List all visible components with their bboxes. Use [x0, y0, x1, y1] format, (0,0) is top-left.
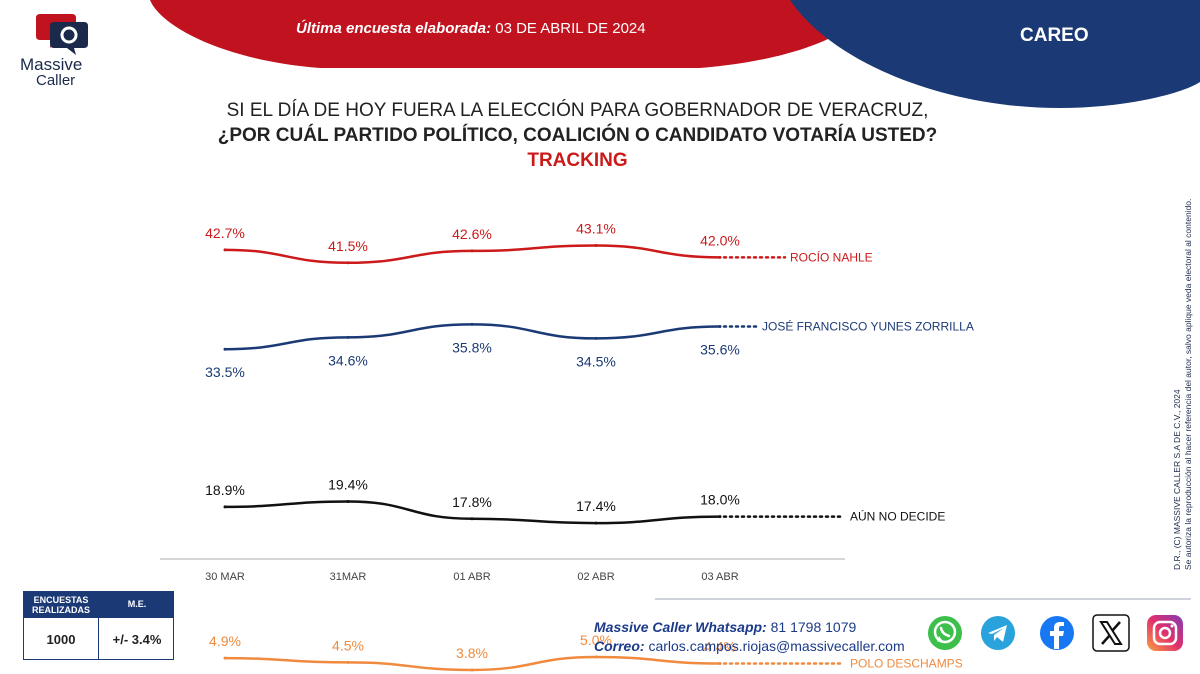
data-label: 42.7%: [205, 225, 245, 241]
data-label: 17.4%: [576, 498, 616, 514]
email-label: Correo:: [594, 638, 645, 654]
data-point: [346, 660, 350, 664]
footer-divider: [655, 598, 1191, 600]
data-label: 35.8%: [452, 339, 492, 355]
x-tick-label: 31MAR: [330, 571, 367, 583]
data-point: [223, 248, 227, 252]
copyright-line-2: Se autoriza la reproducción al hacer ref…: [1183, 198, 1193, 570]
data-label: 42.6%: [452, 226, 492, 242]
surveys-value: 1000: [46, 632, 76, 647]
whatsapp-icon[interactable]: [926, 614, 964, 652]
data-label: 43.1%: [576, 221, 616, 237]
series-name-label: AÚN NO DECIDE: [850, 509, 945, 524]
whatsapp-label: Massive Caller Whatsapp:: [594, 619, 767, 635]
last-survey-date: 03 DE ABRIL DE 2024: [495, 20, 646, 37]
survey-table-header: [24, 592, 173, 618]
whatsapp-contact: Massive Caller Whatsapp: 81 1798 1079: [594, 619, 856, 635]
logo-text-caller: Caller: [36, 72, 76, 89]
margin-error-value: +/- 3.4%: [112, 632, 162, 647]
data-point: [594, 336, 598, 340]
question-line-1: SI EL DÍA DE HOY FUERA LA ELECCIÓN PARA …: [226, 100, 929, 121]
tracking-title: TRACKING: [527, 150, 628, 171]
series-name-label: ROCÍO NAHLE: [790, 249, 873, 264]
careo-tag: CAREO: [1020, 25, 1089, 46]
data-label: 33.5%: [205, 364, 245, 380]
email-contact: Correo: carlos.campos.riojas@massivecall…: [594, 638, 905, 654]
data-label: 4.5%: [332, 637, 364, 653]
data-point: [346, 499, 350, 503]
table-divider: [98, 618, 99, 660]
series-name-label: JOSÉ FRANCISCO YUNES ZORRILLA: [762, 319, 974, 334]
data-point: [594, 655, 598, 659]
instagram-icon[interactable]: [1146, 614, 1184, 652]
data-label: 18.0%: [700, 492, 740, 508]
data-point: [718, 255, 722, 259]
data-label: 17.8%: [452, 494, 492, 510]
data-label: 18.9%: [205, 482, 245, 498]
data-point: [470, 322, 474, 326]
x-tick-label: 03 ABR: [701, 571, 738, 583]
x-icon[interactable]: [1092, 614, 1130, 652]
data-point: [718, 325, 722, 329]
margin-error-header: M.E.: [127, 599, 147, 609]
data-label: 4.4%: [704, 638, 736, 654]
data-point: [594, 521, 598, 525]
facebook-icon[interactable]: [1038, 614, 1076, 652]
data-point: [470, 668, 474, 672]
whatsapp-number[interactable]: 81 1798 1079: [770, 619, 857, 635]
last-survey-label: Última encuesta elaborada:: [296, 20, 492, 37]
x-tick-label: 01 ABR: [453, 571, 490, 583]
email-address[interactable]: carlos.campos.riojas@massivecaller.com: [648, 638, 905, 654]
data-label: 42.0%: [700, 232, 740, 248]
data-point: [718, 515, 722, 519]
last-survey-banner: Última encuesta elaborada: 03 DE ABRIL D…: [296, 20, 646, 37]
data-label: 35.6%: [700, 342, 740, 358]
series-name-label: POLO DESCHAMPS: [850, 656, 963, 670]
copyright-note: D.R., (C) MASSIVE CALLER S.A DE C.V., 20…: [1172, 130, 1193, 570]
data-point: [223, 347, 227, 351]
massive-caller-logo: [36, 14, 88, 55]
data-point: [223, 505, 227, 509]
data-point: [346, 261, 350, 265]
data-label: 34.5%: [576, 353, 616, 369]
data-point: [470, 249, 474, 253]
data-label: 34.6%: [328, 352, 368, 368]
data-point: [594, 244, 598, 248]
question-line-2: ¿POR CUÁL PARTIDO POLÍTICO, COALICIÓN O …: [217, 125, 938, 146]
data-point: [346, 335, 350, 339]
logo-text-massive: Massive: [20, 55, 83, 74]
data-label: 5.0%: [580, 632, 612, 648]
data-point: [718, 661, 722, 665]
copyright-line-1: D.R., (C) MASSIVE CALLER S.A DE C.V., 20…: [1172, 389, 1182, 570]
x-tick-label: 30 MAR: [205, 571, 245, 583]
survey-info-table: ENCUESTAS REALIZADAS M.E. 1000 +/- 3.4%: [23, 591, 174, 660]
x-tick-label: 02 ABR: [577, 571, 614, 583]
data-label: 19.4%: [328, 476, 368, 492]
series-line: [224, 244, 721, 265]
data-point: [470, 517, 474, 521]
data-label: 3.8%: [456, 645, 488, 661]
data-label: 4.9%: [209, 633, 241, 649]
data-label: 41.5%: [328, 238, 368, 254]
telegram-icon[interactable]: [979, 614, 1017, 652]
data-point: [223, 656, 227, 660]
surveys-header: ENCUESTAS REALIZADAS: [32, 595, 90, 615]
